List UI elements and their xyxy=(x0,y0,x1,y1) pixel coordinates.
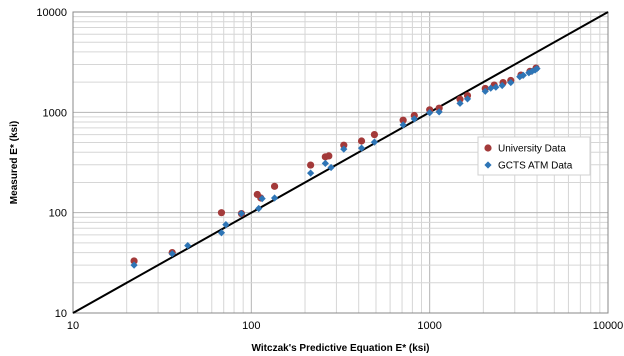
gcts-atm-data-point xyxy=(456,99,464,107)
gcts-atm-data-point xyxy=(327,163,335,172)
y-tick-label: 100 xyxy=(49,208,67,220)
x-tick-label: 10000 xyxy=(593,320,624,332)
university-data-point xyxy=(435,104,443,112)
gcts-atm-data-point xyxy=(498,81,506,90)
gcts-atm-data-point xyxy=(357,144,366,152)
gcts-atm-data-point xyxy=(525,69,533,77)
gcts-atm-data-point xyxy=(507,78,515,87)
legend: University Data GCTS ATM Data xyxy=(477,136,591,176)
legend-university-label: University Data xyxy=(498,144,566,155)
gcts-atm-data-point xyxy=(270,194,279,202)
y-tick-label: 10000 xyxy=(36,7,67,19)
x-tick-label: 1000 xyxy=(417,320,441,332)
university-data-point xyxy=(456,95,464,103)
data-points xyxy=(130,64,541,269)
gcts-atm-data-point xyxy=(370,138,379,146)
gcts-atm-data-point xyxy=(481,87,489,95)
gcts-atm-data-point xyxy=(255,204,263,213)
plot-area-frame xyxy=(72,11,609,314)
gcts-atm-data-point xyxy=(321,159,329,167)
university-data-point xyxy=(307,161,315,169)
y-axis-title: Measured E* (ksi) xyxy=(9,121,20,204)
university-data-point xyxy=(357,137,366,145)
gcts-atm-data-point xyxy=(222,221,230,229)
gcts-atm-data-point xyxy=(533,64,541,73)
equality-line xyxy=(72,11,609,314)
x-tick-label: 100 xyxy=(242,320,260,332)
gcts-atm-data-point xyxy=(426,109,434,117)
university-data-point xyxy=(370,130,379,139)
legend-gcts-label: GCTS ATM Data xyxy=(498,161,573,172)
university-data-point xyxy=(399,116,407,124)
x-axis-title: Witczak's Predictive Equation E* (ksi) xyxy=(252,343,430,354)
university-data-point xyxy=(325,152,333,160)
university-data-point xyxy=(217,209,226,217)
gcts-atm-data-point xyxy=(487,84,495,92)
gcts-atm-data-point xyxy=(217,229,226,237)
gcts-atm-data-point xyxy=(168,250,176,258)
legend-gcts-marker xyxy=(484,161,492,169)
y-tick-label: 10 xyxy=(55,308,67,320)
gcts-atm-data-point xyxy=(399,121,407,129)
tick-labels: 10 100 1000 10000 10 100 1000 10000 xyxy=(36,7,623,332)
gcts-atm-data-point xyxy=(307,169,315,177)
gcts-atm-data-point xyxy=(410,115,418,123)
y-tick-label: 1000 xyxy=(43,107,67,119)
university-data-point xyxy=(130,257,138,265)
gcts-atm-data-point xyxy=(130,261,138,269)
x-tick-label: 10 xyxy=(67,320,79,332)
gcts-atm-data-point xyxy=(184,241,192,250)
gcts-atm-data-point xyxy=(340,145,348,153)
legend-university-marker xyxy=(484,144,492,152)
gcts-atm-data-point xyxy=(519,71,527,79)
gcts-atm-data-point xyxy=(463,95,472,103)
gcts-atm-data-point xyxy=(435,108,443,116)
gcts-atm-data-point xyxy=(258,195,266,203)
legend-box xyxy=(477,136,591,176)
university-data-point xyxy=(340,141,348,149)
university-data-point xyxy=(270,182,279,190)
gcts-atm-data-point xyxy=(237,209,246,218)
gcts-atm-data-point xyxy=(492,83,500,91)
